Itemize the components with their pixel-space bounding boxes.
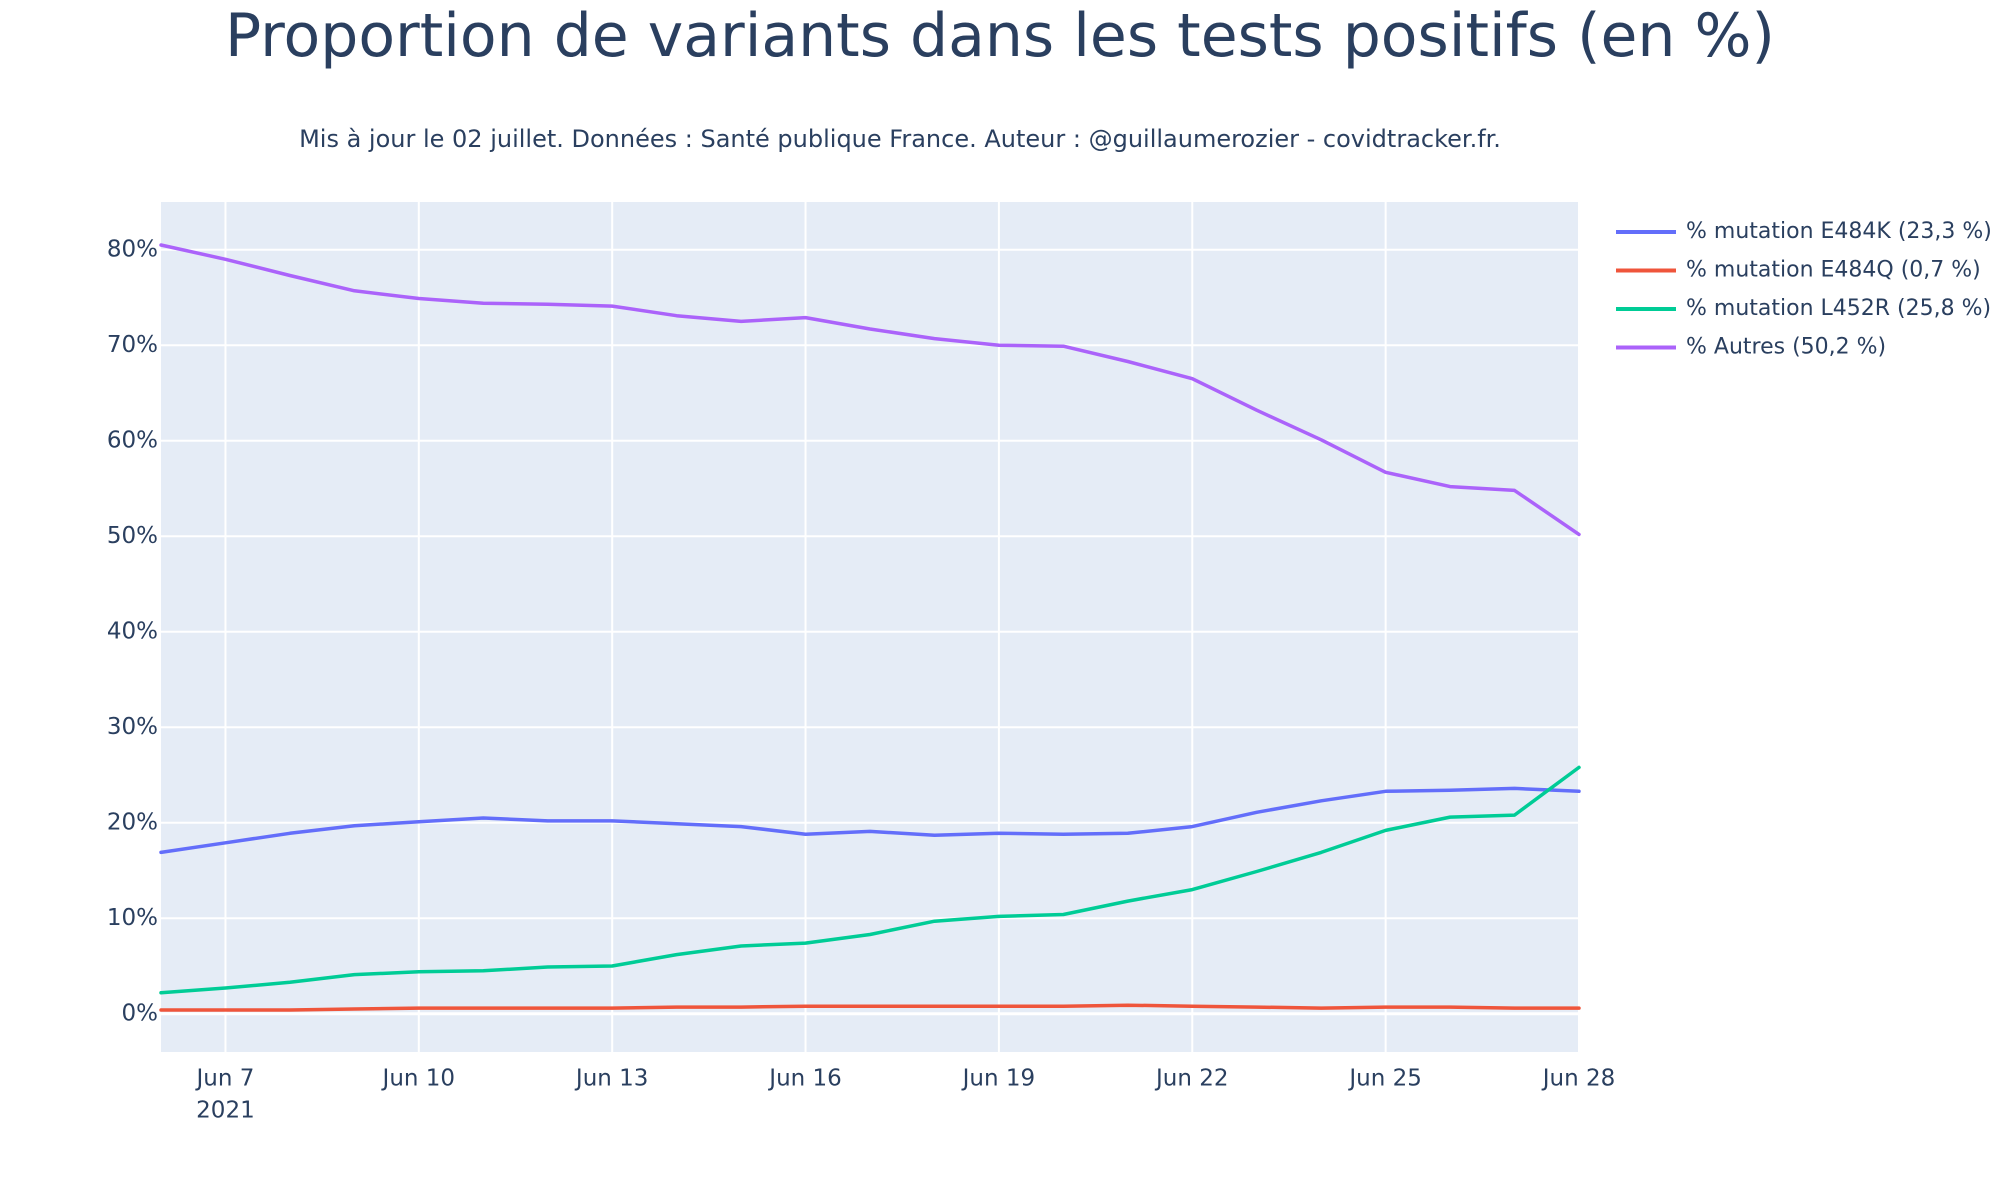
legend-item[interactable]: % mutation E484K (23,3 %)	[1616, 219, 1992, 244]
y-tick-label: 10%	[107, 905, 158, 931]
x-tick-label: Jun 13	[574, 1066, 649, 1092]
x-tick-label: Jun 16	[767, 1066, 842, 1092]
x-tick-label: Jun 19	[961, 1066, 1036, 1092]
chart-subtitle: Mis à jour le 02 juillet. Données : Sant…	[299, 125, 1501, 153]
legend-label: % mutation E484Q (0,7 %)	[1686, 258, 1981, 283]
series-lines	[159, 243, 1581, 1012]
series-line-0	[159, 786, 1581, 855]
legend-label: % Autres (50,2 %)	[1686, 335, 1886, 360]
x-tick-label: Jun 10	[381, 1066, 456, 1092]
y-tick-label: 60%	[107, 427, 158, 453]
y-tick-label: 20%	[107, 809, 158, 835]
x-tick-year-label: 2021	[196, 1098, 255, 1124]
grid-lines	[161, 202, 1580, 1052]
y-tick-label: 0%	[122, 1000, 159, 1026]
series-line-3	[159, 243, 1581, 537]
legend-label: % mutation L452R (25,8 %)	[1686, 296, 1991, 321]
legend[interactable]: % mutation E484K (23,3 %) % mutation E484…	[1616, 219, 1992, 360]
legend-item[interactable]: % Autres (50,2 %)	[1616, 335, 1886, 360]
x-tick-label: Jun 22	[1154, 1066, 1229, 1092]
y-tick-label: 50%	[107, 523, 158, 549]
y-tick-label: 70%	[107, 332, 158, 358]
chart-title: Proportion de variants dans les tests po…	[225, 1, 1775, 71]
y-axis-ticks: 0% 10% 20% 30% 40% 50% 60% 70% 80%	[107, 236, 158, 1026]
y-tick-label: 30%	[107, 714, 158, 740]
x-tick-label: Jun 25	[1347, 1066, 1422, 1092]
series-line-1	[159, 1003, 1581, 1012]
plot-background	[161, 202, 1579, 1052]
legend-label: % mutation E484K (23,3 %)	[1686, 219, 1992, 244]
x-axis-ticks: Jun 7 2021 Jun 10 Jun 13 Jun 16 Jun 19 Jun 22 J…	[195, 1066, 1616, 1124]
y-tick-label: 80%	[107, 236, 158, 262]
legend-item[interactable]: % mutation E484Q (0,7 %)	[1616, 258, 1981, 283]
legend-item[interactable]: % mutation L452R (25,8 %)	[1616, 296, 1991, 321]
series-line-2	[159, 765, 1581, 995]
x-tick-label: Jun 7	[195, 1066, 255, 1092]
x-tick-label: Jun 28	[1541, 1066, 1616, 1092]
y-tick-label: 40%	[107, 618, 158, 644]
